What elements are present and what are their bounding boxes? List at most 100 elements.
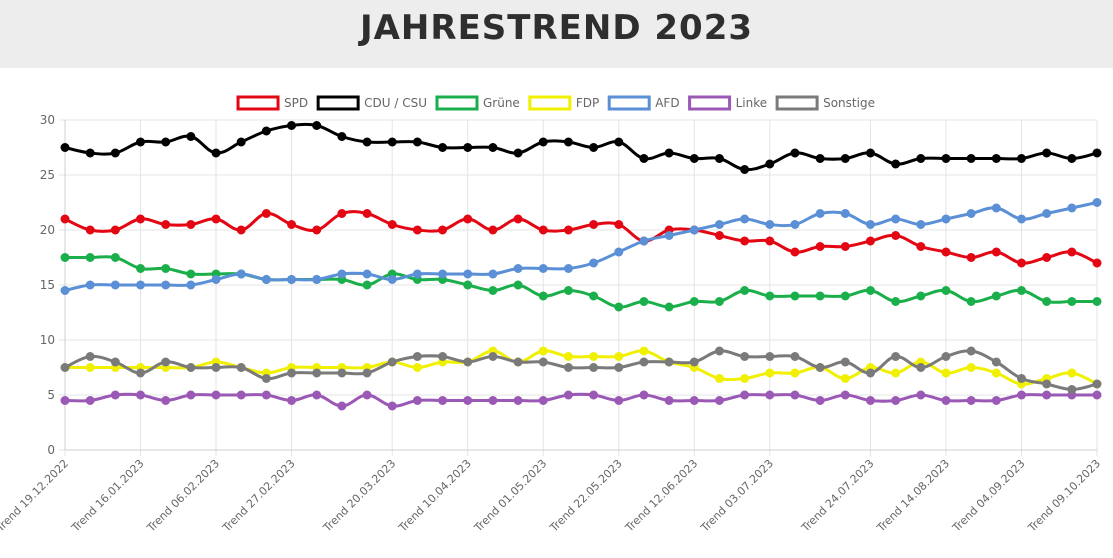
data-point [916, 220, 926, 229]
x-tick-label: Trend 14.08.2023 [874, 457, 952, 535]
data-point [941, 286, 951, 295]
data-point [488, 352, 498, 361]
data-point [312, 390, 322, 400]
data-point [387, 401, 397, 411]
data-point [840, 291, 850, 301]
data-point [337, 132, 347, 141]
data-point [689, 297, 699, 306]
data-point [110, 280, 120, 290]
data-point [362, 390, 372, 400]
data-point [1092, 297, 1102, 306]
series-line [64, 122, 1098, 172]
data-point [60, 396, 70, 405]
data-point [966, 209, 976, 218]
data-point [714, 231, 724, 240]
data-point [85, 225, 95, 235]
data-point [538, 396, 548, 405]
data-point [161, 220, 171, 229]
data-point [891, 368, 901, 378]
data-point [714, 220, 724, 229]
data-point [714, 297, 724, 306]
data-point [865, 286, 875, 295]
data-point [790, 390, 800, 400]
data-point [664, 231, 674, 240]
data-point [815, 363, 825, 372]
data-point [1042, 253, 1052, 262]
data-point [60, 286, 70, 295]
data-point [991, 203, 1001, 213]
data-point [538, 291, 548, 301]
y-tick-label: 20 [40, 223, 55, 237]
data-point [1016, 214, 1026, 224]
data-point [639, 236, 649, 246]
data-point [1042, 209, 1052, 218]
data-point [211, 390, 221, 400]
data-point [412, 137, 422, 147]
data-point [60, 363, 70, 372]
data-point [287, 368, 297, 378]
legend-entry: Linke [736, 96, 768, 110]
data-point [1042, 379, 1052, 389]
data-point [840, 242, 850, 251]
data-point [136, 390, 146, 400]
x-tick-label: Trend 16.01.2023 [68, 457, 146, 535]
data-point [412, 352, 422, 361]
data-point [110, 253, 120, 262]
data-point [211, 275, 221, 284]
data-point [740, 352, 750, 361]
data-point [815, 291, 825, 301]
legend-swatch [688, 95, 732, 111]
data-point [538, 357, 548, 367]
data-point [991, 357, 1001, 367]
data-point [136, 368, 146, 378]
data-point [563, 137, 573, 147]
legend-entry: Sonstige [823, 96, 875, 110]
data-point [387, 357, 397, 367]
data-point [664, 302, 674, 312]
data-point [639, 346, 649, 356]
data-point [941, 352, 951, 361]
data-point [538, 225, 548, 235]
data-point [488, 396, 498, 405]
data-point [891, 159, 901, 169]
data-point [941, 154, 951, 163]
data-point [589, 363, 599, 372]
x-tick-label: Trend 03.07.2023 [698, 457, 776, 535]
data-point [714, 396, 724, 405]
data-point [312, 225, 322, 235]
data-point [136, 214, 146, 224]
data-point [513, 148, 523, 158]
data-point [589, 258, 599, 268]
x-tick-label: Trend 24.07.2023 [798, 457, 876, 535]
data-point [815, 154, 825, 163]
y-tick-label: 10 [40, 333, 55, 347]
data-point [186, 390, 196, 400]
data-point [1042, 148, 1052, 158]
data-point [639, 154, 649, 163]
data-point [1067, 247, 1077, 257]
data-point [689, 154, 699, 163]
data-point [790, 352, 800, 361]
data-point [740, 374, 750, 383]
data-point [614, 396, 624, 405]
data-point [362, 280, 372, 290]
data-point [1016, 258, 1026, 268]
page-header: JAHRESTREND 2023 [0, 0, 1113, 68]
data-point [689, 357, 699, 367]
data-point [287, 396, 297, 405]
data-point [966, 253, 976, 262]
data-point [916, 363, 926, 372]
data-point [513, 264, 523, 273]
data-point [1016, 286, 1026, 295]
data-point [765, 368, 775, 378]
data-point [412, 225, 422, 235]
data-point [891, 352, 901, 361]
data-point [136, 264, 146, 273]
data-point [387, 220, 397, 229]
data-point [916, 291, 926, 301]
data-point [211, 363, 221, 372]
legend-swatch [435, 95, 479, 111]
data-point [1042, 297, 1052, 306]
data-point [337, 401, 347, 411]
data-point [740, 286, 750, 295]
